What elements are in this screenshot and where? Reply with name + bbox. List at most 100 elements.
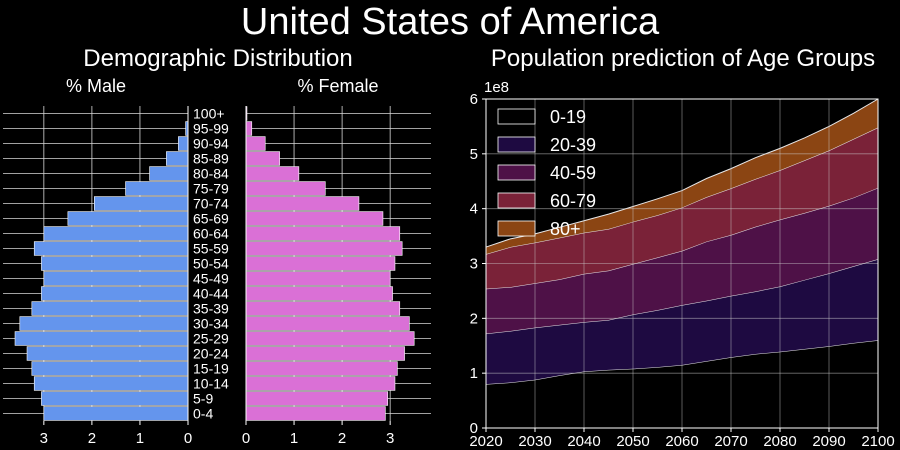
age-group-label: 5-9	[193, 391, 213, 407]
male-bar	[14, 331, 189, 346]
age-group-label: 0-4	[193, 406, 213, 422]
x-tick-label: 2020	[469, 433, 502, 450]
x-tick-label: 2030	[518, 433, 551, 450]
x-tick-label: 2060	[665, 433, 698, 450]
male-bar	[43, 406, 189, 421]
x-tick-label: 2050	[616, 433, 649, 450]
age-group-label: 10-14	[193, 376, 229, 392]
x-tick-label: 2090	[812, 433, 845, 450]
male-bars-panel: 3 2 1 0	[3, 106, 192, 447]
male-bar	[33, 376, 189, 391]
female-bars-panel: 0 1 2 3	[242, 106, 431, 447]
female-bar	[245, 241, 403, 256]
male-bar	[26, 346, 189, 361]
area-80+	[486, 99, 878, 255]
male-axis-label: % Male	[66, 76, 126, 96]
age-group-label: 20-24	[193, 346, 229, 362]
male-bar	[125, 181, 189, 196]
female-bar	[245, 271, 391, 286]
legend-swatch	[497, 220, 536, 237]
female-tick-label: 0	[242, 430, 250, 447]
age-group-label: 80-84	[193, 166, 229, 182]
y-tick-label: 2	[470, 310, 478, 327]
female-tick-label: 1	[290, 430, 298, 447]
male-bar	[31, 361, 189, 376]
male-tick-label: 1	[136, 430, 144, 447]
male-bar	[41, 391, 189, 406]
age-group-label: 35-39	[193, 301, 229, 317]
legend-label: 20-39	[550, 135, 596, 155]
legend-label: 0-19	[550, 107, 586, 127]
male-tick-label: 0	[184, 430, 192, 447]
legend: 0-19 20-39 40-59 60-79 80+	[497, 107, 596, 239]
x-tick-label: 2080	[763, 433, 796, 450]
male-tick-label: 2	[88, 430, 96, 447]
age-group-label: 90-94	[193, 136, 229, 152]
age-group-label: 75-79	[193, 181, 229, 197]
age-group-label: 70-74	[193, 196, 229, 212]
male-bar	[19, 316, 189, 331]
female-bar	[245, 151, 280, 166]
age-group-label: 30-34	[193, 316, 229, 332]
female-tick-label: 2	[338, 430, 346, 447]
legend-swatch	[497, 108, 536, 125]
age-group-label: 85-89	[193, 151, 229, 167]
age-group-label: 45-49	[193, 271, 229, 287]
male-bar	[31, 301, 189, 316]
female-bar	[245, 136, 266, 151]
female-bar	[245, 256, 396, 271]
male-bar	[41, 256, 189, 271]
pyramid-title: Demographic Distribution	[83, 45, 352, 72]
age-group-label: 95-99	[193, 121, 229, 137]
male-bar	[67, 211, 189, 226]
y-tick-label: 4	[470, 201, 478, 218]
figure-title: United States of America	[241, 1, 660, 43]
age-group-label: 100+	[193, 106, 225, 122]
male-bar	[43, 226, 189, 241]
age-group-label: 50-54	[193, 256, 229, 272]
female-bar	[245, 121, 253, 136]
legend-swatch	[497, 164, 536, 181]
age-group-label: 55-59	[193, 241, 229, 257]
y-tick-label: 6	[470, 91, 478, 108]
female-bar	[245, 301, 401, 316]
area-chart-panel: 2020 2030 2040 2050 2060 2070 2080 2090 2100 0 1 2 3…	[469, 91, 894, 450]
female-bar	[245, 331, 415, 346]
female-bar	[245, 346, 405, 361]
y-axis-multiplier: 1e8	[484, 79, 509, 96]
female-bar	[245, 361, 398, 376]
age-group-label: 65-69	[193, 211, 229, 227]
x-tick-label: 2070	[714, 433, 747, 450]
x-tick-label: 2100	[861, 433, 894, 450]
y-tick-label: 1	[470, 365, 478, 382]
age-group-label: 15-19	[193, 361, 229, 377]
male-bar	[149, 166, 189, 181]
age-group-label: 40-44	[193, 286, 229, 302]
y-tick-label: 0	[470, 420, 478, 437]
legend-label: 60-79	[550, 191, 596, 211]
female-bar	[245, 211, 384, 226]
female-bar	[245, 196, 360, 211]
area-title: Population prediction of Age Groups	[491, 45, 875, 72]
female-axis-label: % Female	[297, 76, 378, 96]
y-tick-label: 3	[470, 256, 478, 273]
male-bar	[41, 286, 189, 301]
female-bar	[245, 376, 396, 391]
female-bar	[245, 406, 386, 421]
female-bar	[245, 226, 401, 241]
female-bar	[245, 181, 326, 196]
female-bar	[245, 286, 393, 301]
plot-frame	[485, 98, 879, 429]
female-bar	[245, 391, 389, 406]
legend-label: 40-59	[550, 163, 596, 183]
male-bar	[166, 151, 189, 166]
male-bar	[33, 241, 189, 256]
female-bar	[245, 316, 410, 331]
male-bar	[178, 136, 189, 151]
female-tick-label: 3	[386, 430, 394, 447]
age-group-label: 60-64	[193, 226, 229, 242]
female-bar	[245, 166, 300, 181]
x-tick-label: 2040	[567, 433, 600, 450]
legend-swatch	[497, 192, 536, 209]
